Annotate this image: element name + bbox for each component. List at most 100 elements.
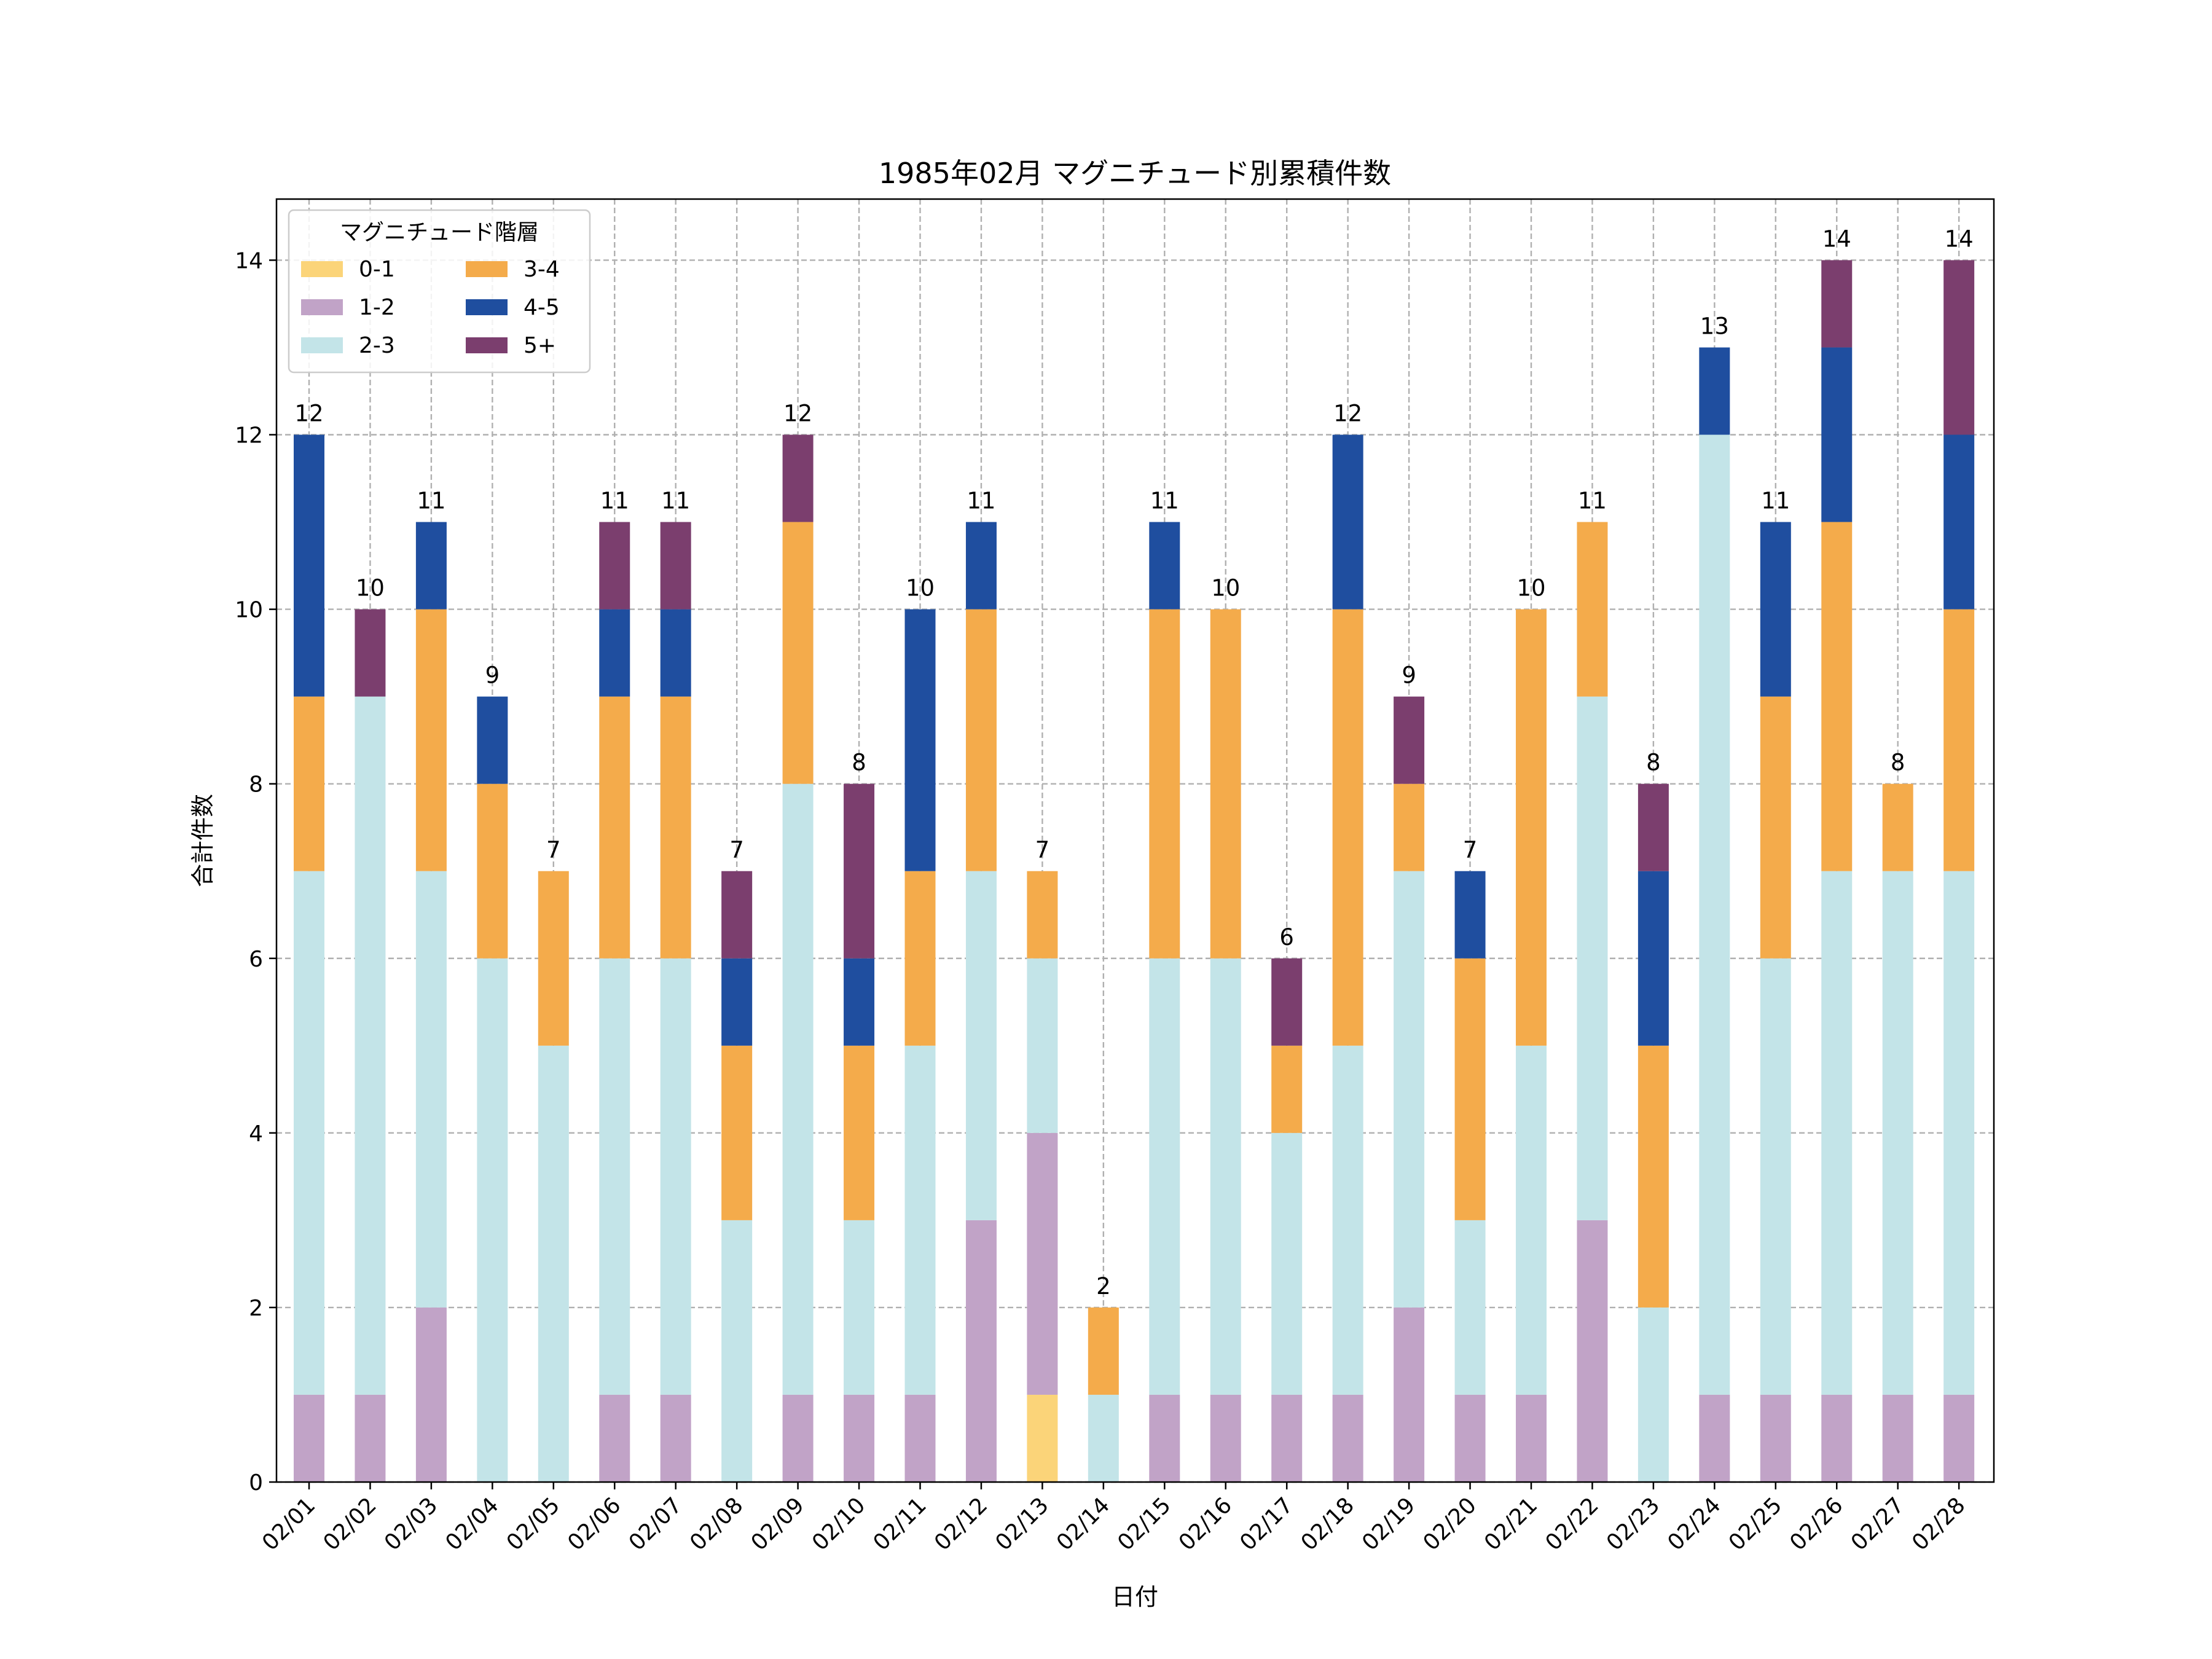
total-labels: 12 10 11 9 7 11 11 7 12 8 10 11 7 2 11 10 6 12 9 7 10 11 8 13 11… <box>294 226 1973 1299</box>
bar-segment-2-3 <box>599 958 630 1395</box>
total-label: 10 <box>356 575 385 602</box>
total-label: 14 <box>1822 226 1851 252</box>
bar-segment-1-2 <box>1516 1394 1547 1482</box>
total-label: 14 <box>1945 226 1974 252</box>
bar-segment-2-3 <box>1577 696 1608 1220</box>
y-tick-label: 10 <box>235 598 263 623</box>
bar-segment-3-4 <box>721 1045 753 1220</box>
bar-segment-4-5 <box>477 696 508 784</box>
bar-segment-4-5 <box>1637 871 1669 1046</box>
bar-segment-1-2 <box>904 1394 936 1482</box>
bar-segment-1-2 <box>1454 1394 1486 1482</box>
bar-segment-5+ <box>660 522 691 610</box>
bar-segment-3-4 <box>1882 783 1913 871</box>
total-label: 7 <box>1035 837 1050 863</box>
y-tick-label: 14 <box>235 248 263 273</box>
total-label: 12 <box>783 401 812 427</box>
chart-title: 1985年02月 マグニチュード別累積件数 <box>879 157 1391 190</box>
bar-segment-2-3 <box>1271 1132 1303 1395</box>
legend-label: 3-4 <box>524 257 560 282</box>
bar-segment-4-5 <box>1332 434 1363 610</box>
bar-segment-4-5 <box>660 609 691 697</box>
legend-swatch <box>466 299 508 315</box>
bar-segment-1-2 <box>294 1394 324 1482</box>
bar-segment-5+ <box>599 522 630 610</box>
bar-segment-2-3 <box>1760 958 1791 1395</box>
bar-segment-1-2 <box>1577 1220 1608 1482</box>
total-label: 12 <box>294 401 323 427</box>
bar-segment-3-4 <box>1271 1045 1303 1133</box>
bar-segment-1-2 <box>1332 1394 1363 1482</box>
bar-segment-2-3 <box>415 871 447 1308</box>
bar-segment-3-4 <box>1577 522 1608 697</box>
bar-segment-2-3 <box>844 1220 875 1395</box>
total-label: 10 <box>906 575 935 602</box>
bar-segment-3-4 <box>1394 783 1425 871</box>
bar-segment-4-5 <box>1760 522 1791 697</box>
bar-segment-1-2 <box>1882 1394 1913 1482</box>
total-label: 11 <box>1150 488 1179 514</box>
total-label: 10 <box>1516 575 1545 602</box>
bar-segment-1-2 <box>844 1394 875 1482</box>
total-label: 7 <box>1463 837 1478 863</box>
legend-swatch <box>466 261 508 277</box>
bar-segment-5+ <box>1271 958 1303 1046</box>
bar-segment-5+ <box>1943 260 1975 435</box>
legend-label: 1-2 <box>359 295 395 320</box>
bar-segment-1-2 <box>1943 1394 1975 1482</box>
bar-segment-3-4 <box>415 609 447 871</box>
y-tick-label: 4 <box>249 1121 263 1147</box>
bar-segment-2-3 <box>1027 958 1058 1133</box>
bar-segment-3-4 <box>1149 609 1180 959</box>
bar-segment-1-2 <box>1271 1394 1303 1482</box>
bar-segment-1-2 <box>1210 1394 1241 1482</box>
bar-segment-3-4 <box>904 871 936 1046</box>
total-label: 13 <box>1700 313 1729 339</box>
bar-segment-1-2 <box>1394 1307 1425 1482</box>
bar-segment-3-4 <box>1760 696 1791 959</box>
total-label: 8 <box>1891 750 1905 776</box>
bar-segment-5+ <box>1637 783 1669 871</box>
y-tick-label: 6 <box>249 947 263 972</box>
bar-segment-2-3 <box>721 1220 753 1482</box>
bar-segment-2-3 <box>1332 1045 1363 1395</box>
bar-segment-3-4 <box>844 1045 875 1220</box>
total-label: 11 <box>417 488 445 514</box>
bar-segment-3-4 <box>660 696 691 959</box>
bar-segment-2-3 <box>904 1045 936 1395</box>
bar-segment-5+ <box>844 783 875 959</box>
bar-segment-3-4 <box>477 783 508 959</box>
bar-segment-1-2 <box>1699 1394 1730 1482</box>
bar-segment-5+ <box>355 609 386 697</box>
bar-segment-4-5 <box>294 434 324 697</box>
bar-segment-4-5 <box>1943 434 1975 610</box>
legend-label: 5+ <box>524 333 556 358</box>
bar-segment-4-5 <box>1454 871 1486 959</box>
bar-segment-2-3 <box>477 958 508 1482</box>
total-label: 11 <box>967 488 995 514</box>
bar-segment-5+ <box>1821 260 1853 348</box>
total-label: 9 <box>485 662 500 689</box>
total-label: 10 <box>1211 575 1240 602</box>
bar-segment-0-1 <box>1027 1394 1058 1482</box>
bar-segment-5+ <box>782 434 814 522</box>
legend-entries: 0-1 1-2 2-3 3-4 4-5 5+ <box>301 257 560 358</box>
bar-segment-2-3 <box>1516 1045 1547 1395</box>
total-label: 7 <box>546 837 561 863</box>
bar-segment-1-2 <box>782 1394 814 1482</box>
y-tick-label: 0 <box>249 1470 263 1496</box>
total-label: 11 <box>600 488 629 514</box>
total-label: 11 <box>1578 488 1607 514</box>
bar-segment-3-4 <box>1821 522 1853 871</box>
bars <box>294 260 1975 1482</box>
bar-segment-3-4 <box>1943 609 1975 871</box>
total-label: 11 <box>1761 488 1790 514</box>
legend-label: 4-5 <box>524 295 560 320</box>
bar-segment-2-3 <box>660 958 691 1395</box>
y-axis: 0 2 4 6 8 10 12 14 <box>235 248 276 1496</box>
bar-segment-4-5 <box>1699 347 1730 435</box>
bar-segment-3-4 <box>782 522 814 784</box>
legend-swatch <box>466 337 508 353</box>
bar-segment-4-5 <box>721 958 753 1046</box>
